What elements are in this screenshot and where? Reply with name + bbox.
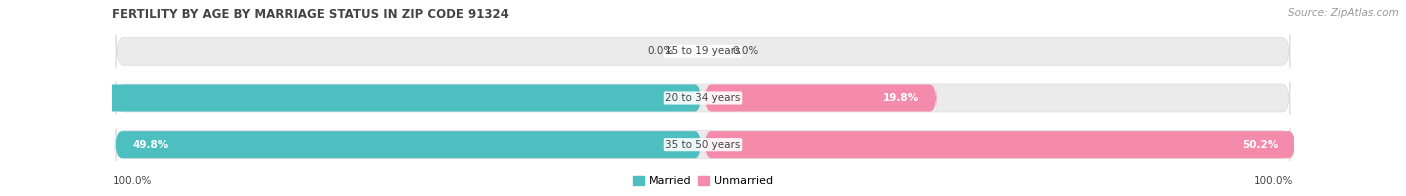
Text: 50.2%: 50.2%: [1241, 140, 1278, 150]
Legend: Married, Unmarried: Married, Unmarried: [628, 171, 778, 191]
Text: FERTILITY BY AGE BY MARRIAGE STATUS IN ZIP CODE 91324: FERTILITY BY AGE BY MARRIAGE STATUS IN Z…: [112, 8, 509, 21]
Text: 35 to 50 years: 35 to 50 years: [665, 140, 741, 150]
Text: 49.8%: 49.8%: [132, 140, 169, 150]
Text: Source: ZipAtlas.com: Source: ZipAtlas.com: [1288, 8, 1399, 18]
FancyBboxPatch shape: [115, 131, 702, 158]
Text: 19.8%: 19.8%: [883, 93, 920, 103]
FancyBboxPatch shape: [704, 84, 936, 112]
FancyBboxPatch shape: [704, 131, 1296, 158]
FancyBboxPatch shape: [117, 128, 1289, 161]
FancyBboxPatch shape: [117, 82, 1289, 114]
FancyBboxPatch shape: [117, 35, 1289, 68]
Text: 15 to 19 years: 15 to 19 years: [665, 46, 741, 56]
Text: 20 to 34 years: 20 to 34 years: [665, 93, 741, 103]
Text: 100.0%: 100.0%: [1254, 176, 1294, 186]
Text: 0.0%: 0.0%: [733, 46, 759, 56]
FancyBboxPatch shape: [0, 84, 702, 112]
Text: 100.0%: 100.0%: [112, 176, 152, 186]
Text: 0.0%: 0.0%: [647, 46, 673, 56]
